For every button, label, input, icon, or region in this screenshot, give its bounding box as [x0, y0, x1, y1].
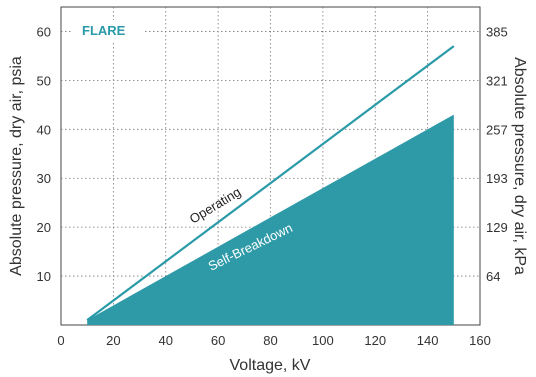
y-right-tick-label: 129: [486, 220, 508, 235]
legend-background: [73, 20, 145, 42]
legend-label: FLARE: [82, 23, 126, 38]
y-axis-title-right: Absolute pressure, dry air, kPa: [511, 57, 528, 275]
y-axis-title: Absolute pressure, dry air, psia: [8, 56, 25, 276]
y-right-tick-label: 321: [486, 73, 508, 88]
y-tick-label: 10: [37, 269, 51, 284]
y-tick-label: 60: [37, 24, 51, 39]
y-right-tick-label: 193: [486, 171, 508, 186]
x-tick-label: 40: [159, 333, 173, 348]
y-right-tick-labels: 64 129 193 257 321 385: [486, 24, 508, 284]
y-right-tick-label: 257: [486, 122, 508, 137]
y-right-tick-label: 64: [486, 269, 500, 284]
x-tick-label: 120: [364, 333, 386, 348]
y-tick-label: 40: [37, 122, 51, 137]
self-breakdown-area: [87, 114, 454, 325]
x-tick-label: 140: [417, 333, 439, 348]
x-tick-label: 80: [263, 333, 277, 348]
operating-line: [86, 45, 455, 321]
area-layer: [87, 114, 454, 325]
x-tick-label: 160: [469, 333, 491, 348]
x-tick-label: 20: [106, 333, 120, 348]
x-tick-label: 100: [312, 333, 334, 348]
x-tick-labels: 0 20 40 60 80 100 120 140 160: [57, 333, 490, 348]
x-tick-label: 60: [211, 333, 225, 348]
y-tick-label: 30: [37, 171, 51, 186]
legend: FLARE: [73, 20, 145, 42]
x-axis-title: Voltage, kV: [230, 357, 311, 374]
y-tick-label: 20: [37, 220, 51, 235]
y-tick-label: 50: [37, 73, 51, 88]
x-tick-label: 0: [57, 333, 64, 348]
line-layer: [86, 45, 455, 321]
y-right-tick-label: 385: [486, 24, 508, 39]
y-tick-labels: 10 20 30 40 50 60: [37, 24, 51, 284]
